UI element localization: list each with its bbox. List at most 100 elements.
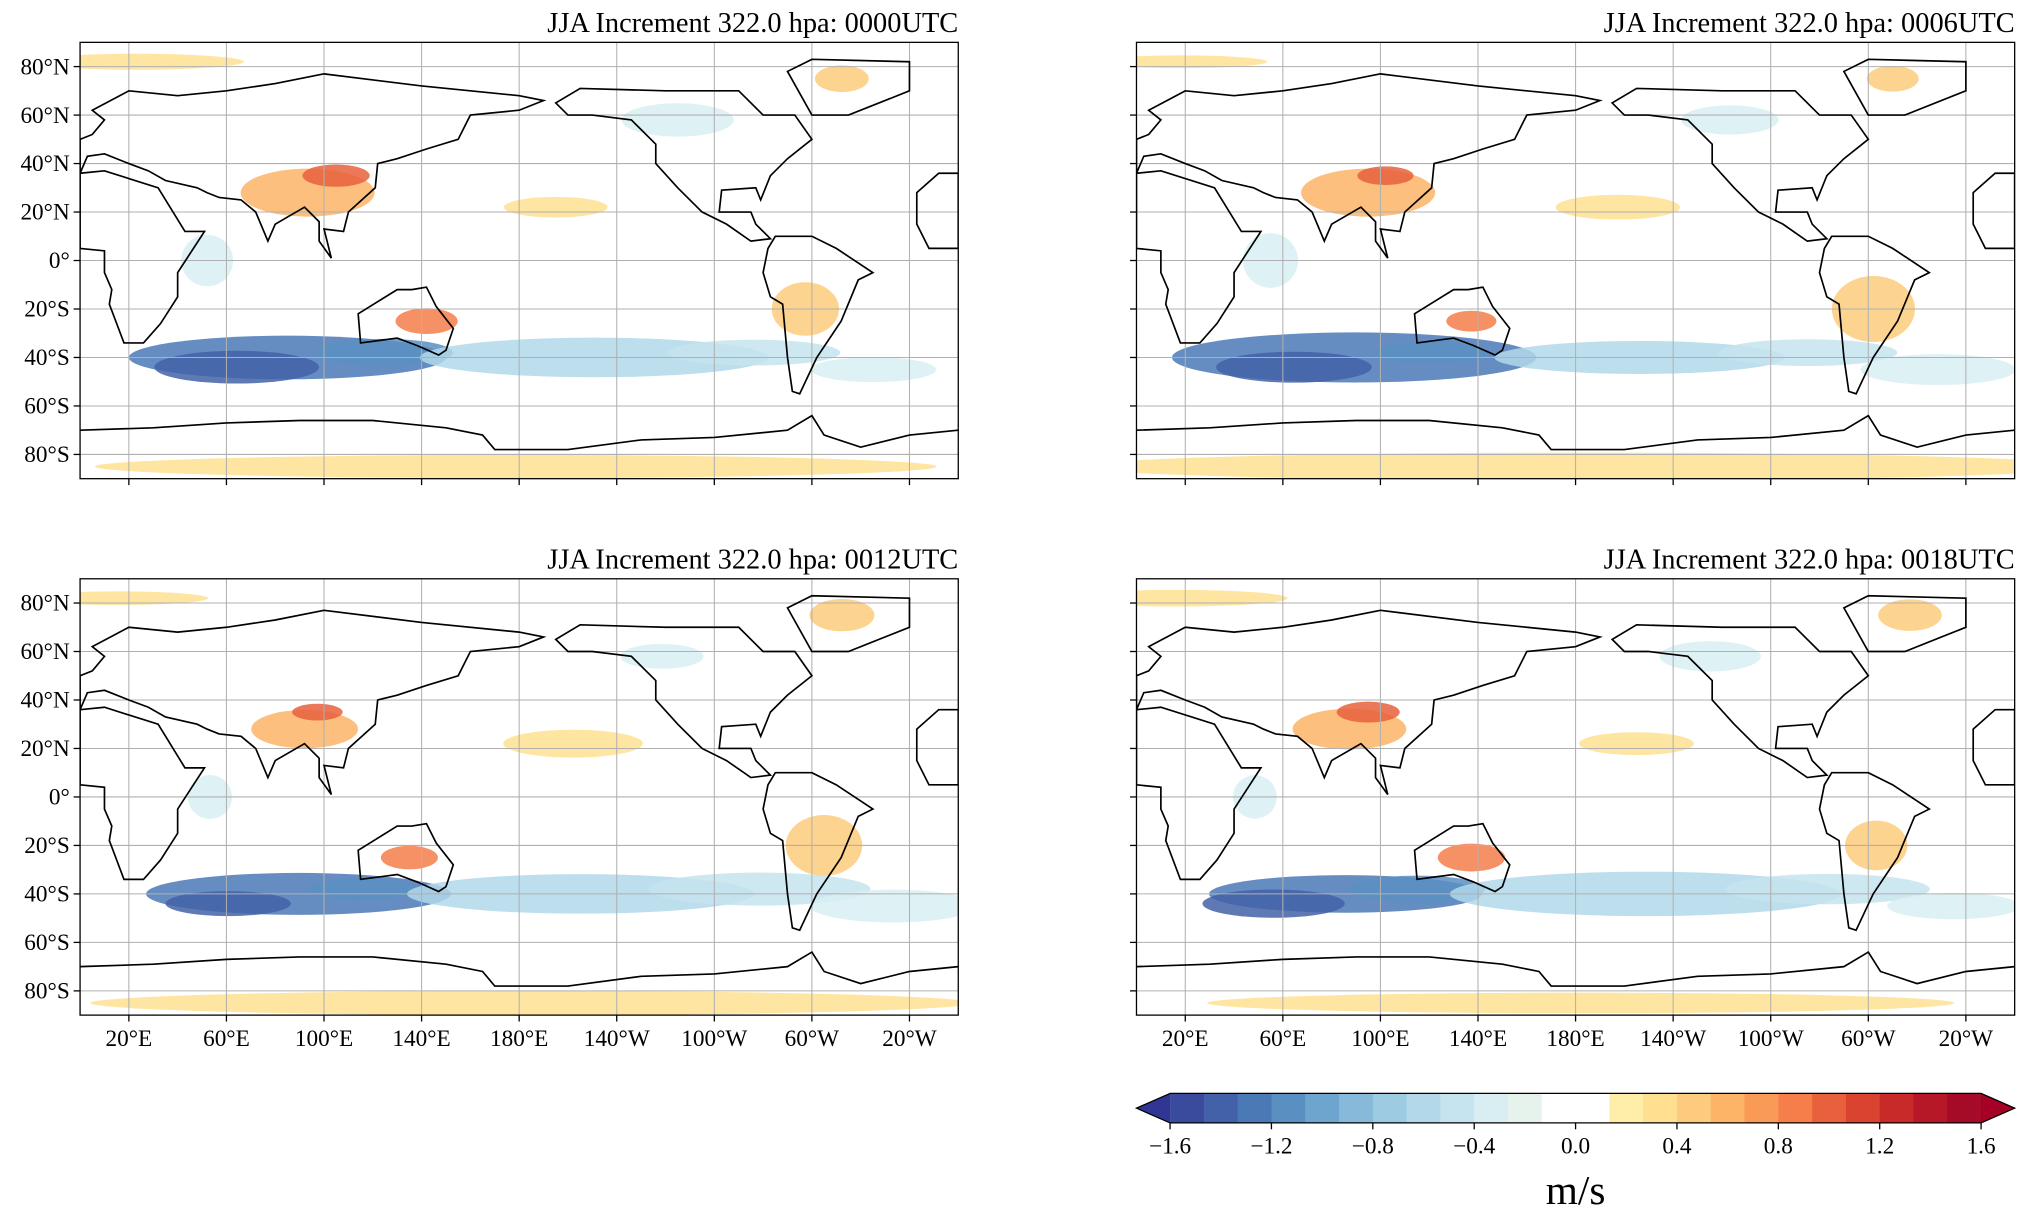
- shading: [1446, 310, 1497, 332]
- colorbar-swatch: [1440, 1093, 1475, 1123]
- colorbar-tick-label: 1.2: [1865, 1134, 1894, 1160]
- shading: [251, 709, 359, 749]
- coastline: [1842, 594, 1967, 653]
- coastline: [915, 708, 959, 786]
- colorbar-swatch: [1203, 1093, 1239, 1123]
- panel-title: JJA Increment 322.0 hpa: 0000UTC: [547, 8, 958, 39]
- colorbar-swatch: [1710, 1093, 1746, 1123]
- map-panel: JJA Increment 322.0 hpa: 0012UTC 80°N 60°N…: [20, 545, 959, 1052]
- coastline: [80, 73, 547, 259]
- colorbar-swatch: [1474, 1093, 1509, 1123]
- coastline: [80, 706, 207, 881]
- shading: [1437, 843, 1506, 872]
- lon-tick-label: 100°W: [681, 1026, 747, 1052]
- lon-tick-label: 60°E: [203, 1026, 250, 1052]
- shading: [1136, 452, 2015, 479]
- coastline: [915, 172, 959, 250]
- colorbar-swatch: [1339, 1093, 1374, 1123]
- lat-tick-label: 80°S: [24, 979, 69, 1005]
- lat-tick-label: 20°N: [20, 736, 70, 762]
- colorbar-tick-label: −0.8: [1352, 1134, 1394, 1160]
- lat-tick-label: 40°N: [20, 688, 70, 714]
- shading: [1866, 65, 1919, 92]
- lon-tick-label: 20°E: [1162, 1026, 1209, 1052]
- coastline: [1136, 950, 2015, 987]
- shading: [1202, 889, 1345, 918]
- coastline: [1136, 73, 1603, 259]
- colorbar-tick-label: 0.0: [1561, 1134, 1590, 1160]
- shading: [809, 598, 875, 632]
- shading: [1136, 589, 1288, 607]
- shading: [810, 889, 959, 923]
- colorbar-tick-label: −1.2: [1250, 1134, 1292, 1160]
- lon-tick-label: 20°W: [882, 1026, 937, 1052]
- shading: [1860, 354, 2015, 386]
- coastline: [80, 414, 959, 451]
- coastline: [1136, 414, 2015, 451]
- shading: [90, 990, 959, 1016]
- colorbar-swatch: [1947, 1093, 1982, 1123]
- shading: [1878, 599, 1942, 631]
- colorbar-label: m/s: [1546, 1167, 1606, 1213]
- lat-tick-label: 60°N: [20, 639, 70, 665]
- lat-tick-label: 0°: [49, 248, 70, 274]
- map-panel: JJA Increment 322.0 hpa: 0000UTC 80°N 60°N…: [20, 8, 959, 486]
- lat-tick-label: 40°S: [24, 882, 69, 908]
- coastline: [786, 594, 911, 653]
- colorbar-frame: [1134, 1092, 2017, 1124]
- colorbar-swatch: [1812, 1093, 1847, 1123]
- coastline: [554, 624, 814, 779]
- coastline: [1136, 169, 1263, 344]
- map-content: [1136, 42, 2015, 479]
- coastline: [357, 286, 455, 357]
- lon-tick-label: 60°W: [1841, 1026, 1896, 1052]
- colorbar-over: [1981, 1093, 2015, 1123]
- lon-tick-label: 100°E: [295, 1026, 353, 1052]
- colorbar: −1.6 −1.2 −0.8 −0.4 0.0 0.4 0.8 1.2 1.6 m/s: [1134, 1092, 2017, 1213]
- coastline: [1818, 235, 1931, 395]
- lat-tick-label: 80°S: [24, 442, 69, 468]
- shading: [165, 891, 291, 917]
- colorbar-swatch: [1879, 1093, 1915, 1123]
- shading: [1207, 992, 1955, 1014]
- shading: [1216, 351, 1372, 383]
- colorbar-swatch: [1541, 1093, 1577, 1123]
- colorbar-tick-label: 1.6: [1967, 1134, 1996, 1160]
- colorbar-tick-label: 0.8: [1764, 1134, 1793, 1160]
- colorbar-tick-label: −0.4: [1453, 1134, 1496, 1160]
- shading: [810, 357, 937, 383]
- lon-tick-label: 180°E: [490, 1026, 548, 1052]
- coastline: [786, 58, 911, 116]
- shading: [302, 164, 370, 187]
- colorbar-swatch: [1778, 1093, 1813, 1123]
- colorbar-swatch: [1372, 1093, 1408, 1123]
- coastline: [554, 87, 814, 242]
- colorbar-swatch: [1913, 1093, 1948, 1123]
- lat-tick-label: 60°S: [24, 930, 69, 956]
- panel-title: JJA Increment 322.0 hpa: 0006UTC: [1604, 8, 2015, 39]
- map-panel: JJA Increment 322.0 hpa: 0018UTC 20°E 60°E…: [1130, 545, 2016, 1052]
- colorbar-swatch: [1237, 1093, 1273, 1123]
- shading: [1887, 892, 2015, 920]
- coastline: [1972, 708, 2015, 786]
- lon-tick-label: 100°E: [1351, 1026, 1409, 1052]
- lat-tick-label: 40°S: [24, 345, 69, 371]
- lon-tick-label: 140°E: [1449, 1026, 1507, 1052]
- colorbar-swatch: [1507, 1093, 1543, 1123]
- shading: [80, 591, 209, 605]
- colorbar-swatch: [1676, 1093, 1712, 1123]
- shading: [95, 454, 937, 479]
- coastline: [1413, 822, 1511, 893]
- shading: [667, 339, 841, 366]
- shading: [80, 53, 244, 70]
- coastline: [1136, 609, 1603, 796]
- lon-tick-label: 60°E: [1259, 1026, 1306, 1052]
- shading: [1681, 105, 1779, 135]
- coastline: [1413, 286, 1511, 357]
- shading: [1374, 341, 1488, 364]
- lon-tick-label: 140°E: [392, 1026, 450, 1052]
- lat-tick-label: 0°: [49, 785, 70, 811]
- shading: [309, 878, 418, 900]
- coastline: [1842, 58, 1967, 116]
